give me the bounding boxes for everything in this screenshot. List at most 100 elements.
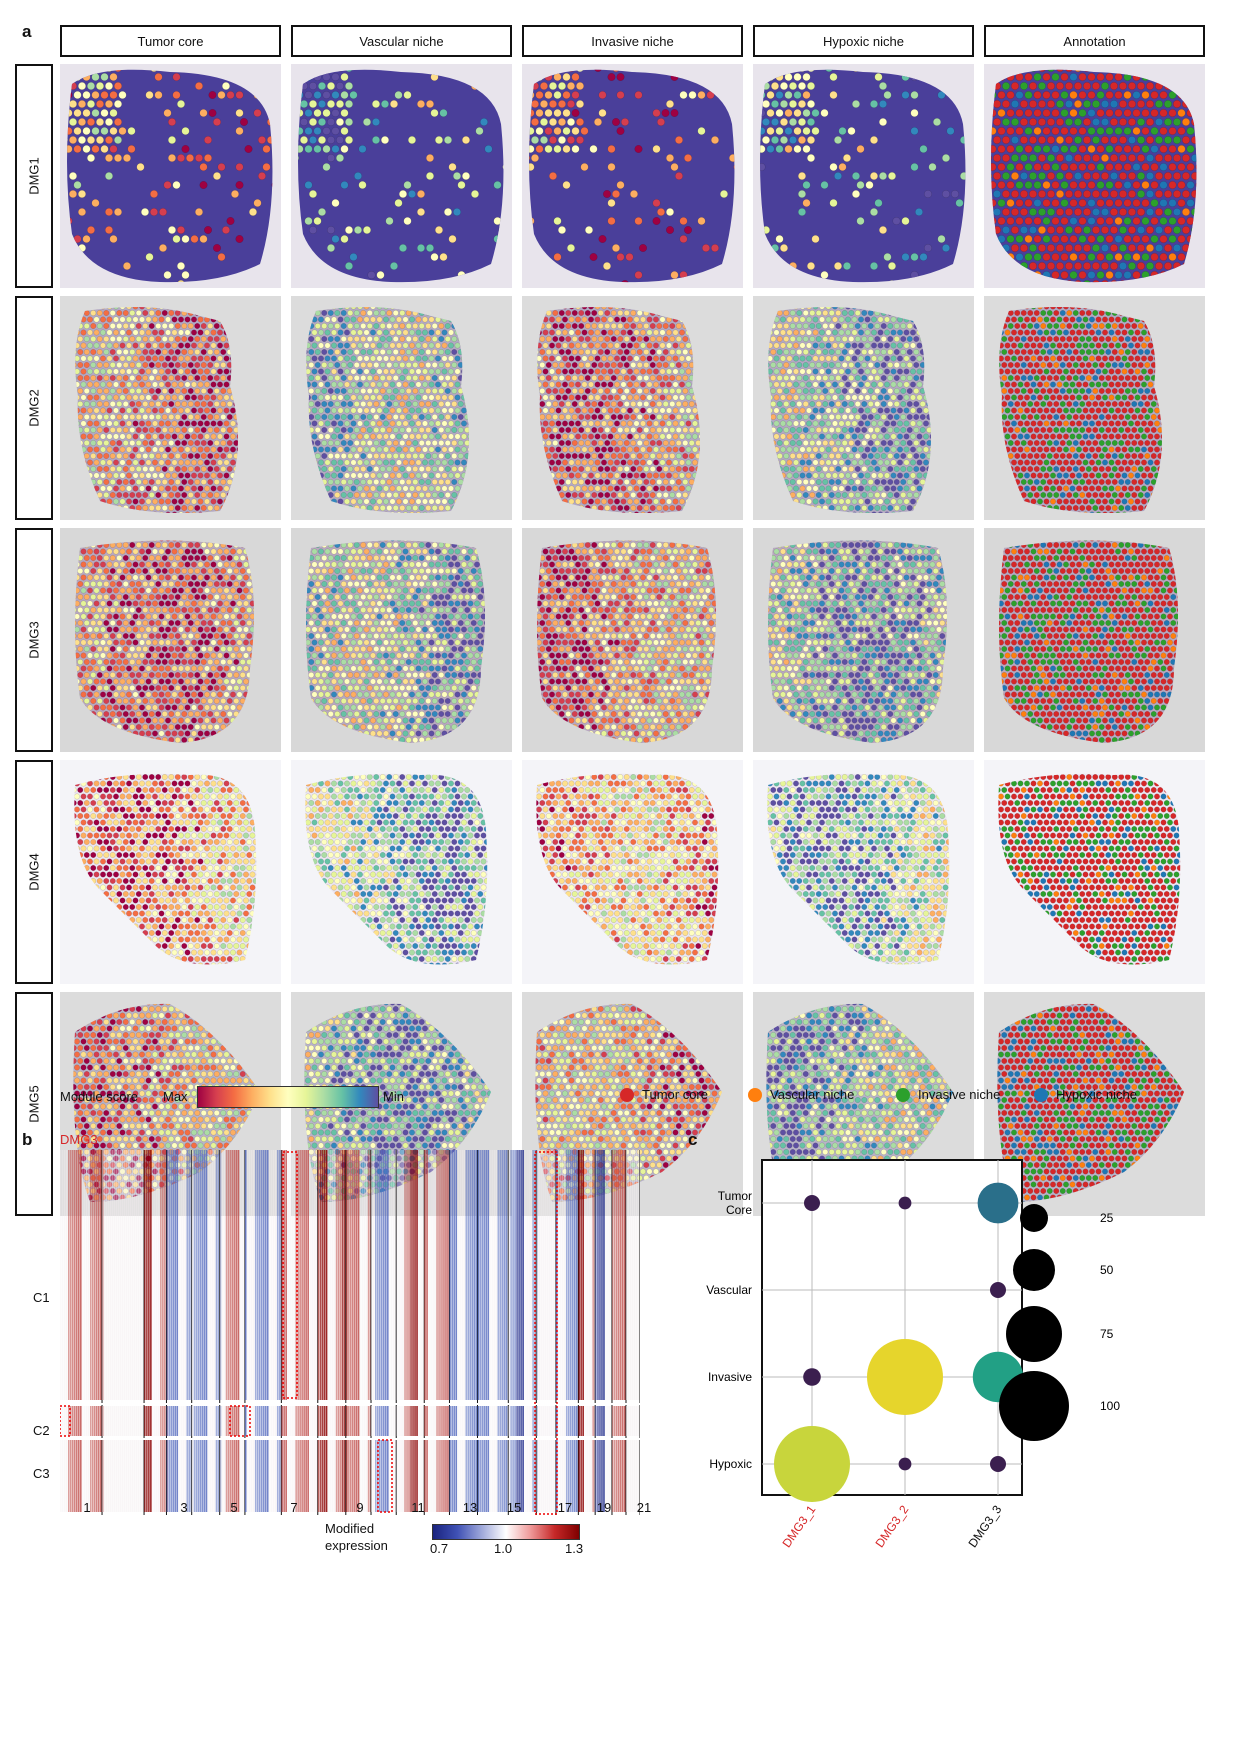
spot bbox=[1173, 82, 1181, 90]
spot bbox=[1128, 208, 1136, 216]
spot bbox=[884, 316, 890, 323]
spot bbox=[132, 329, 139, 336]
spot bbox=[1047, 118, 1055, 126]
spot bbox=[113, 420, 119, 427]
spot bbox=[373, 362, 380, 368]
spot bbox=[500, 486, 505, 491]
spot bbox=[530, 434, 535, 439]
spot bbox=[258, 69, 266, 72]
spot bbox=[1065, 190, 1073, 198]
spot bbox=[379, 505, 386, 511]
spot bbox=[299, 356, 304, 361]
spot bbox=[478, 349, 483, 354]
spot bbox=[68, 395, 73, 400]
spot bbox=[150, 208, 158, 216]
spot bbox=[956, 330, 961, 335]
spot bbox=[620, 368, 627, 375]
spot bbox=[1105, 271, 1114, 279]
spot bbox=[454, 316, 461, 323]
spot bbox=[132, 511, 139, 514]
spot bbox=[537, 329, 542, 336]
spot bbox=[962, 304, 967, 309]
spot bbox=[672, 307, 679, 310]
spot bbox=[222, 82, 230, 90]
spot bbox=[116, 492, 123, 498]
spot bbox=[1020, 69, 1028, 72]
spot bbox=[1159, 91, 1168, 99]
spot bbox=[220, 362, 227, 368]
spot bbox=[636, 388, 643, 394]
spot bbox=[630, 388, 637, 394]
spot bbox=[584, 479, 591, 485]
spot bbox=[77, 401, 84, 407]
spot bbox=[1065, 262, 1073, 270]
spot bbox=[165, 307, 171, 310]
spot bbox=[552, 414, 559, 420]
spot bbox=[178, 472, 184, 479]
spot bbox=[545, 427, 552, 433]
spot bbox=[653, 407, 659, 414]
spot bbox=[1024, 217, 1033, 225]
spot bbox=[273, 414, 278, 419]
spot bbox=[1146, 190, 1154, 198]
spot bbox=[210, 342, 217, 349]
spot bbox=[308, 492, 315, 498]
spot bbox=[78, 118, 86, 126]
spot bbox=[105, 82, 113, 90]
spot bbox=[715, 323, 720, 328]
spot bbox=[386, 440, 393, 446]
spot bbox=[67, 73, 73, 81]
spot bbox=[636, 466, 643, 472]
spot bbox=[171, 485, 178, 492]
spot bbox=[386, 505, 393, 511]
spot bbox=[210, 407, 217, 414]
spot bbox=[184, 459, 191, 466]
spot bbox=[507, 317, 512, 322]
spot bbox=[1137, 280, 1145, 283]
spot bbox=[269, 317, 274, 322]
spot bbox=[770, 336, 777, 342]
spot bbox=[1042, 253, 1051, 261]
spot bbox=[226, 91, 235, 99]
spot bbox=[366, 323, 373, 329]
spot bbox=[422, 307, 428, 310]
spot bbox=[321, 453, 328, 459]
spot bbox=[799, 316, 806, 323]
tissue-map-svg bbox=[68, 307, 278, 517]
spot bbox=[457, 466, 464, 472]
spot bbox=[109, 310, 116, 316]
spot bbox=[415, 459, 422, 466]
spot bbox=[640, 329, 646, 336]
spot bbox=[402, 472, 409, 479]
spot bbox=[194, 440, 201, 446]
spot bbox=[106, 511, 113, 514]
spot bbox=[484, 453, 489, 458]
spot bbox=[705, 356, 710, 361]
spot bbox=[256, 512, 261, 517]
spot bbox=[91, 109, 100, 117]
spot bbox=[129, 466, 136, 472]
spot bbox=[910, 329, 916, 336]
spot bbox=[184, 316, 191, 323]
spot bbox=[733, 271, 735, 279]
spot bbox=[444, 414, 451, 420]
spot bbox=[659, 498, 666, 505]
spot bbox=[139, 485, 145, 492]
spot bbox=[462, 136, 470, 144]
spot bbox=[135, 375, 142, 381]
spot bbox=[119, 368, 126, 375]
spot bbox=[250, 447, 255, 452]
spot bbox=[946, 323, 951, 328]
spot bbox=[448, 342, 454, 349]
spot bbox=[566, 297, 571, 302]
spot bbox=[504, 375, 509, 380]
spot bbox=[461, 316, 467, 323]
spot bbox=[145, 316, 152, 323]
spot bbox=[87, 316, 93, 323]
spot bbox=[738, 382, 743, 387]
spot bbox=[1173, 69, 1181, 72]
spot bbox=[798, 82, 806, 90]
spot bbox=[607, 342, 614, 349]
spot bbox=[1105, 73, 1114, 81]
spot bbox=[126, 355, 132, 362]
